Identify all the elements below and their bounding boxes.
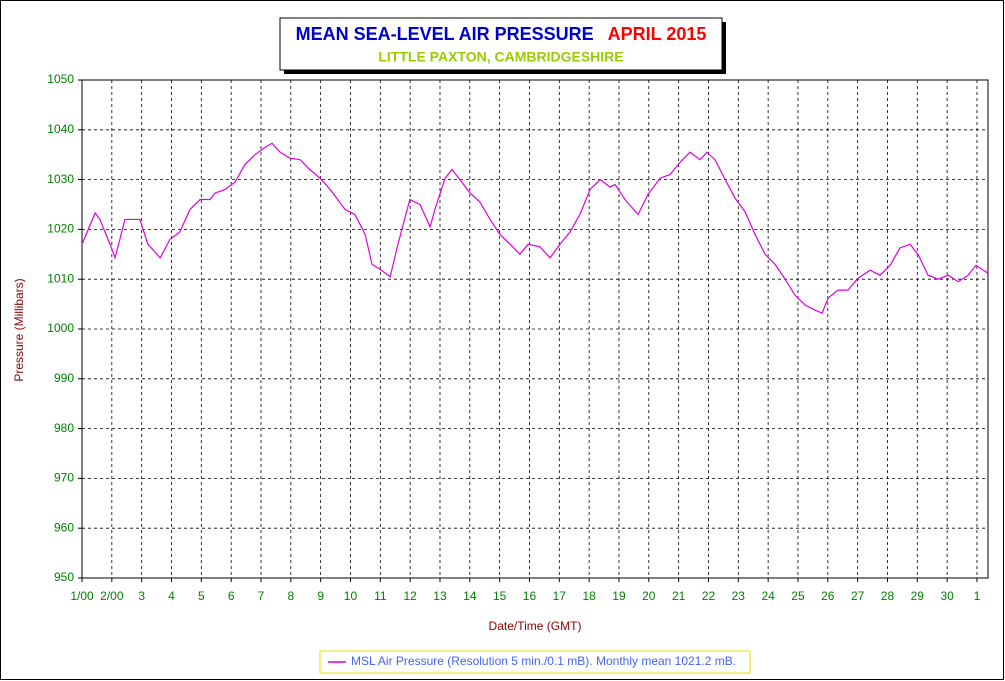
x-tick-label: 15 xyxy=(493,589,507,603)
y-tick-label: 980 xyxy=(54,421,74,435)
x-tick-label: 8 xyxy=(287,589,294,603)
x-tick-label: 16 xyxy=(523,589,537,603)
y-tick-label: 1040 xyxy=(47,122,74,136)
x-axis-label: Date/Time (GMT) xyxy=(489,619,582,633)
data-line xyxy=(81,142,989,314)
plot-border xyxy=(81,79,989,579)
x-tick-label: 3 xyxy=(138,589,145,603)
y-tick-label: 1010 xyxy=(47,271,74,285)
x-tick-label: 2/00 xyxy=(100,589,124,603)
x-tick-label: 28 xyxy=(881,589,895,603)
y-tick-label: 960 xyxy=(54,520,74,534)
x-tick-label: 30 xyxy=(940,589,954,603)
y-tick-label: 970 xyxy=(54,471,74,485)
x-tick-label: 9 xyxy=(317,589,324,603)
chart-subtitle: LITTLE PAXTON, CAMBRIDGESHIRE xyxy=(378,49,623,65)
x-tick-label: 26 xyxy=(821,589,835,603)
y-axis-label: Pressure (Millibars) xyxy=(12,278,26,381)
x-tick-label: 1/00 xyxy=(70,589,94,603)
x-tick-label: 22 xyxy=(702,589,716,603)
x-tick-label: 23 xyxy=(732,589,746,603)
title-box xyxy=(279,17,723,71)
y-tick-label: 990 xyxy=(54,371,74,385)
x-tick-label: 19 xyxy=(612,589,626,603)
x-tick-label: 7 xyxy=(258,589,265,603)
y-tick-label: 1020 xyxy=(47,222,74,236)
title-text: MEAN SEA-LEVEL AIR PRESSURE xyxy=(296,24,594,44)
x-tick-label: 17 xyxy=(553,589,567,603)
chart-title: MEAN SEA-LEVEL AIR PRESSURE APRIL 2015 xyxy=(296,24,707,44)
x-tick-label: 13 xyxy=(433,589,447,603)
x-tick-label: 20 xyxy=(642,589,656,603)
x-tick-label: 6 xyxy=(228,589,235,603)
x-tick-label: 12 xyxy=(403,589,417,603)
legend-box xyxy=(319,650,751,674)
x-tick-label: 29 xyxy=(911,589,925,603)
x-tick-label: 1 xyxy=(974,589,981,603)
y-tick-label: 1030 xyxy=(47,172,74,186)
title-period: APRIL 2015 xyxy=(608,24,707,44)
y-tick-label: 1050 xyxy=(47,72,74,86)
y-tick-label: 950 xyxy=(54,570,74,584)
x-tick-label: 14 xyxy=(463,589,477,603)
legend-label: MSL Air Pressure (Resolution 5 min./0.1 … xyxy=(351,654,736,668)
x-tick-label: 11 xyxy=(374,589,387,603)
x-tick-label: 21 xyxy=(672,589,686,603)
x-tick-label: 25 xyxy=(791,589,805,603)
x-tick-label: 4 xyxy=(168,589,175,603)
x-tick-label: 24 xyxy=(761,589,775,603)
x-tick-label: 27 xyxy=(851,589,865,603)
x-tick-label: 5 xyxy=(198,589,205,603)
x-tick-label: 10 xyxy=(344,589,358,603)
y-tick-label: 1000 xyxy=(47,321,74,335)
x-tick-label: 18 xyxy=(582,589,596,603)
